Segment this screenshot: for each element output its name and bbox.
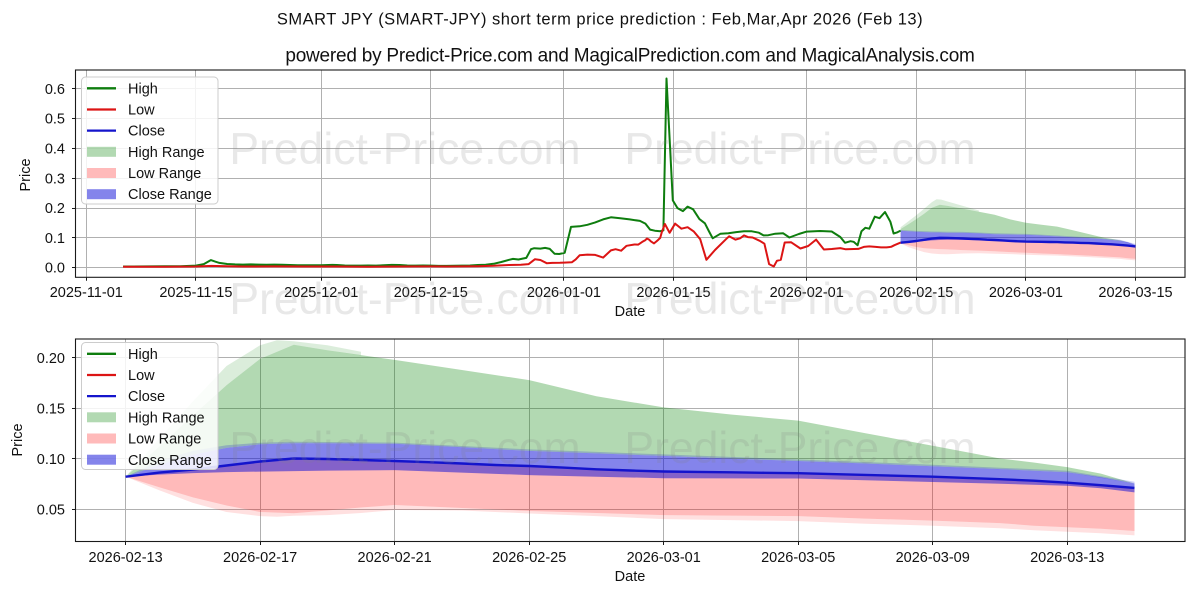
svg-text:High: High <box>128 347 158 363</box>
svg-text:Predict-Price.com: Predict-Price.com <box>229 275 580 324</box>
svg-text:Price: Price <box>10 423 26 456</box>
svg-text:Predict-Price.com: Predict-Price.com <box>624 424 975 473</box>
svg-text:0.2: 0.2 <box>45 201 65 217</box>
svg-text:2026-02-13: 2026-02-13 <box>89 550 163 566</box>
svg-text:Predict-Price.com: Predict-Price.com <box>229 424 580 473</box>
svg-text:Close Range: Close Range <box>128 187 212 203</box>
svg-text:Close: Close <box>128 389 165 405</box>
svg-text:2026-03-01: 2026-03-01 <box>627 550 701 566</box>
svg-text:Close: Close <box>128 124 165 140</box>
svg-text:0.20: 0.20 <box>37 351 65 367</box>
svg-text:2026-03-09: 2026-03-09 <box>896 550 970 566</box>
svg-text:2025-11-15: 2025-11-15 <box>159 285 232 301</box>
svg-text:2026-02-21: 2026-02-21 <box>358 550 432 566</box>
svg-text:2025-12-15: 2025-12-15 <box>394 285 468 301</box>
svg-text:Date: Date <box>615 304 646 320</box>
svg-text:2025-12-01: 2025-12-01 <box>284 285 358 301</box>
svg-text:2026-02-25: 2026-02-25 <box>492 550 566 566</box>
svg-text:Low: Low <box>128 368 155 384</box>
svg-text:Low Range: Low Range <box>128 432 201 448</box>
svg-text:0.05: 0.05 <box>37 503 65 519</box>
svg-text:0.1: 0.1 <box>45 231 65 247</box>
svg-text:2026-03-15: 2026-03-15 <box>1098 285 1172 301</box>
svg-text:2026-03-13: 2026-03-13 <box>1030 550 1104 566</box>
svg-text:Predict-Price.com: Predict-Price.com <box>624 125 975 174</box>
svg-text:0.0: 0.0 <box>45 261 65 277</box>
svg-text:2025-11-01: 2025-11-01 <box>50 285 123 301</box>
svg-text:2026-03-01: 2026-03-01 <box>989 285 1063 301</box>
svg-text:Low: Low <box>128 103 155 119</box>
svg-text:Price: Price <box>18 158 34 191</box>
svg-text:Predict-Price.com: Predict-Price.com <box>624 275 975 324</box>
svg-text:SMART JPY (SMART-JPY) short te: SMART JPY (SMART-JPY) short term price p… <box>277 11 923 29</box>
svg-text:2026-02-15: 2026-02-15 <box>879 285 953 301</box>
svg-text:2026-02-01: 2026-02-01 <box>770 285 844 301</box>
svg-text:High Range: High Range <box>128 145 205 161</box>
svg-text:Close Range: Close Range <box>128 453 212 469</box>
svg-text:0.4: 0.4 <box>45 142 65 158</box>
svg-text:powered by Predict-Price.com a: powered by Predict-Price.com and Magical… <box>285 46 974 67</box>
svg-text:0.10: 0.10 <box>37 452 65 468</box>
svg-text:High Range: High Range <box>128 410 205 426</box>
svg-text:0.15: 0.15 <box>37 401 65 417</box>
svg-text:Date: Date <box>615 569 646 585</box>
svg-text:0.5: 0.5 <box>45 112 65 128</box>
svg-text:High: High <box>128 81 158 97</box>
svg-text:0.6: 0.6 <box>45 82 65 98</box>
svg-text:Predict-Price.com: Predict-Price.com <box>229 125 580 174</box>
svg-text:0.3: 0.3 <box>45 171 65 187</box>
svg-text:2026-02-17: 2026-02-17 <box>223 550 297 566</box>
svg-text:2026-01-01: 2026-01-01 <box>527 285 601 301</box>
svg-text:2026-01-15: 2026-01-15 <box>636 285 710 301</box>
svg-text:Low Range: Low Range <box>128 166 201 182</box>
svg-text:2026-03-05: 2026-03-05 <box>761 550 835 566</box>
